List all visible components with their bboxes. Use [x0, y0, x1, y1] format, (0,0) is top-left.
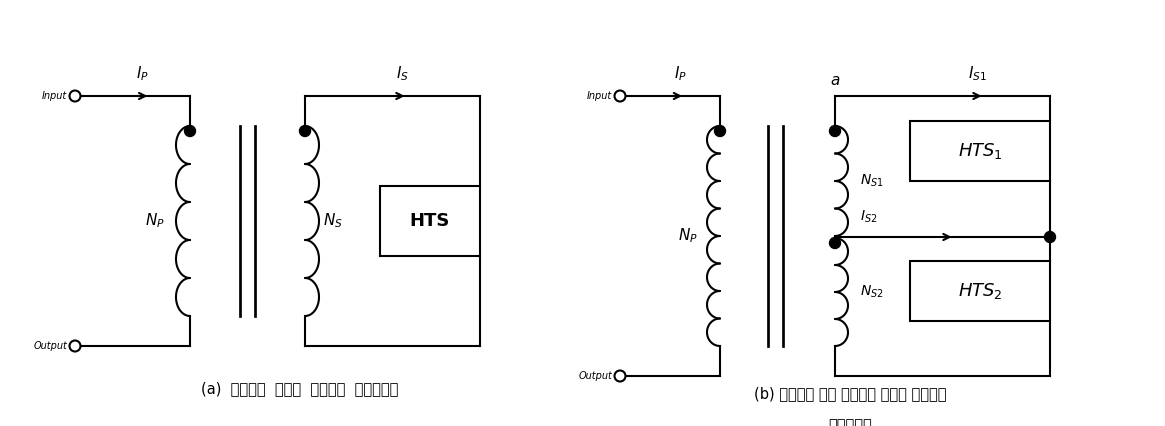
Text: Input: Input — [587, 91, 612, 101]
Circle shape — [299, 126, 311, 136]
Text: $N_{S1}$: $N_{S1}$ — [860, 173, 884, 189]
Bar — [910, 121, 1050, 181]
Text: $N_P$: $N_P$ — [678, 227, 698, 245]
Text: 등가회로도: 등가회로도 — [828, 418, 871, 426]
Text: Output: Output — [578, 371, 612, 381]
Circle shape — [184, 126, 196, 136]
Text: $I_S$: $I_S$ — [396, 64, 409, 83]
Text: $I_P$: $I_P$ — [673, 64, 686, 83]
Text: $I_P$: $I_P$ — [136, 64, 149, 83]
Text: $N_{S2}$: $N_{S2}$ — [860, 284, 884, 300]
Circle shape — [1045, 231, 1055, 242]
Bar — [910, 261, 1050, 321]
Text: $a$: $a$ — [829, 73, 840, 88]
Circle shape — [829, 126, 840, 136]
Text: HTS: HTS — [410, 212, 450, 230]
Text: Input: Input — [42, 91, 68, 101]
Text: (b) 중성선을 갖는 변압기형 초전도 한류기의: (b) 중성선을 갖는 변압기형 초전도 한류기의 — [754, 386, 946, 401]
Text: $I_{S1}$: $I_{S1}$ — [968, 64, 987, 83]
Text: Output: Output — [33, 341, 68, 351]
Circle shape — [714, 126, 726, 136]
Text: $N_S$: $N_S$ — [323, 212, 343, 230]
Text: $N_P$: $N_P$ — [146, 212, 165, 230]
Text: $HTS_1$: $HTS_1$ — [958, 141, 1002, 161]
Bar — [380, 186, 480, 256]
Circle shape — [829, 238, 840, 248]
Text: $HTS_2$: $HTS_2$ — [958, 281, 1002, 301]
Text: $I_{S2}$: $I_{S2}$ — [860, 209, 877, 225]
Text: (a)  변압기형  초전도  한류기의  등가회로도: (a) 변압기형 초전도 한류기의 등가회로도 — [202, 381, 398, 396]
